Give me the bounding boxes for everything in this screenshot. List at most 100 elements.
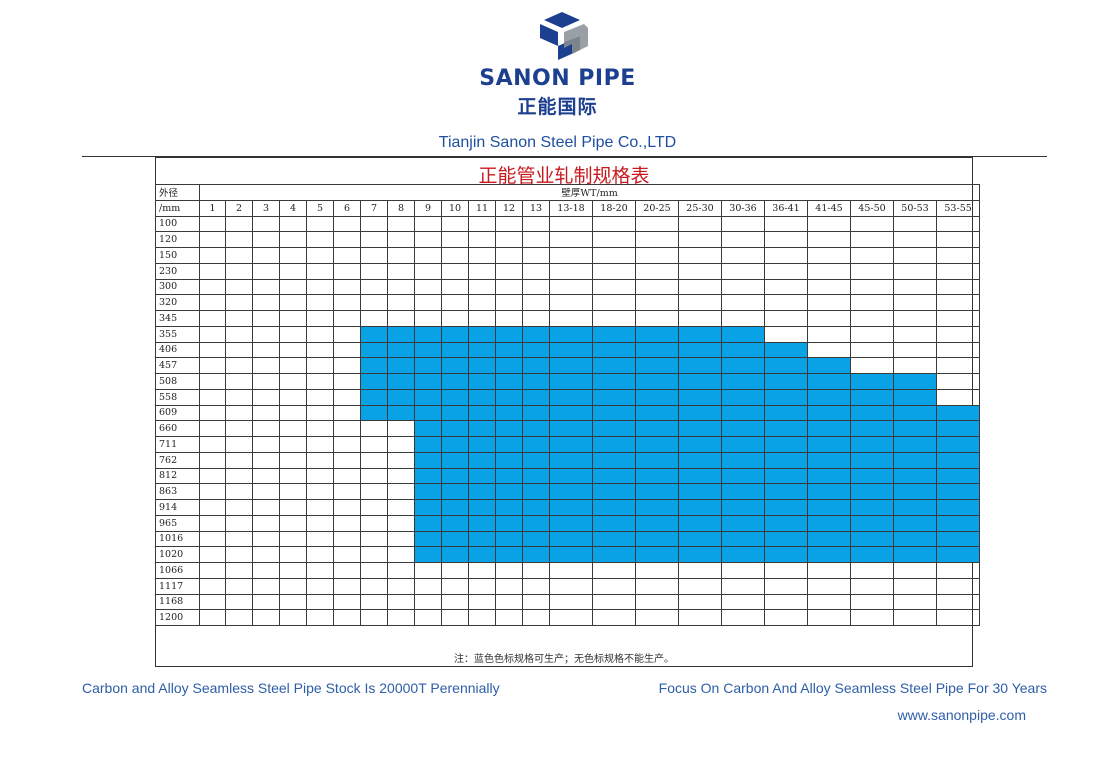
unavailable-spec-cell bbox=[387, 231, 415, 248]
unavailable-spec-cell bbox=[721, 262, 765, 280]
available-spec-cell bbox=[522, 514, 550, 532]
unavailable-spec-cell bbox=[764, 278, 808, 296]
unavailable-spec-cell bbox=[333, 467, 361, 485]
available-spec-cell bbox=[592, 483, 636, 500]
unavailable-spec-cell bbox=[522, 231, 550, 248]
available-spec-cell bbox=[807, 436, 851, 453]
unavailable-spec-cell bbox=[893, 262, 937, 280]
unavailable-spec-cell bbox=[414, 215, 442, 233]
unavailable-spec-cell bbox=[199, 499, 226, 516]
unavailable-spec-cell bbox=[935, 231, 981, 248]
unavailable-spec-cell bbox=[360, 609, 388, 626]
unavailable-spec-cell bbox=[199, 215, 226, 233]
unavailable-spec-cell bbox=[225, 546, 253, 563]
unavailable-spec-cell bbox=[333, 373, 361, 390]
available-spec-cell bbox=[721, 499, 765, 516]
available-spec-cell bbox=[635, 514, 679, 532]
available-spec-cell bbox=[414, 499, 442, 516]
unavailable-spec-cell bbox=[225, 609, 253, 626]
unavailable-spec-cell bbox=[252, 357, 280, 374]
unavailable-spec-cell bbox=[764, 609, 808, 626]
wt-header: 壁厚WT/mm bbox=[198, 184, 981, 201]
unavailable-spec-cell bbox=[360, 483, 388, 500]
unavailable-spec-cell bbox=[522, 294, 550, 311]
unavailable-spec-cell bbox=[764, 310, 808, 327]
available-spec-cell bbox=[468, 420, 496, 437]
unavailable-spec-cell bbox=[252, 514, 280, 532]
unavailable-spec-cell bbox=[225, 530, 253, 548]
available-spec-cell bbox=[495, 388, 523, 406]
unavailable-spec-cell bbox=[387, 247, 415, 264]
wt-column-header: 1 bbox=[199, 199, 226, 217]
available-spec-cell bbox=[850, 483, 894, 500]
table-row: 100 bbox=[155, 215, 981, 233]
unavailable-spec-cell bbox=[360, 310, 388, 327]
wt-column-header: 2 bbox=[225, 199, 253, 217]
unavailable-spec-cell bbox=[199, 231, 226, 248]
od-cell: 230 bbox=[155, 262, 200, 280]
unavailable-spec-cell bbox=[935, 215, 981, 233]
unavailable-spec-cell bbox=[678, 562, 722, 579]
available-spec-cell bbox=[495, 514, 523, 532]
available-spec-cell bbox=[678, 404, 722, 422]
wt-column-header: 30-36 bbox=[721, 199, 765, 217]
available-spec-cell bbox=[935, 467, 981, 485]
od-cell: 1020 bbox=[155, 546, 200, 563]
available-spec-cell bbox=[414, 404, 442, 422]
available-spec-cell bbox=[592, 325, 636, 343]
available-spec-cell bbox=[549, 546, 593, 563]
available-spec-cell bbox=[468, 341, 496, 359]
available-spec-cell bbox=[414, 436, 442, 453]
od-cell: 1168 bbox=[155, 593, 200, 611]
unavailable-spec-cell bbox=[225, 278, 253, 296]
od-header-top: 外径 bbox=[155, 184, 200, 201]
table-row: 1016 bbox=[155, 530, 981, 548]
unavailable-spec-cell bbox=[387, 546, 415, 563]
table-row: 355 bbox=[155, 325, 981, 343]
unavailable-spec-cell bbox=[414, 310, 442, 327]
available-spec-cell bbox=[678, 546, 722, 563]
unavailable-spec-cell bbox=[387, 262, 415, 280]
unavailable-spec-cell bbox=[935, 294, 981, 311]
website-link[interactable]: www.sanonpipe.com bbox=[897, 707, 1026, 723]
unavailable-spec-cell bbox=[279, 467, 307, 485]
od-cell: 150 bbox=[155, 247, 200, 264]
unavailable-spec-cell bbox=[893, 215, 937, 233]
available-spec-cell bbox=[495, 420, 523, 437]
available-spec-cell bbox=[721, 357, 765, 374]
unavailable-spec-cell bbox=[360, 420, 388, 437]
unavailable-spec-cell bbox=[807, 294, 851, 311]
available-spec-cell bbox=[678, 451, 722, 469]
available-spec-cell bbox=[807, 451, 851, 469]
available-spec-cell bbox=[387, 388, 415, 406]
unavailable-spec-cell bbox=[306, 451, 334, 469]
available-spec-cell bbox=[678, 530, 722, 548]
unavailable-spec-cell bbox=[549, 294, 593, 311]
unavailable-spec-cell bbox=[850, 310, 894, 327]
unavailable-spec-cell bbox=[333, 325, 361, 343]
available-spec-cell bbox=[414, 341, 442, 359]
unavailable-spec-cell bbox=[225, 215, 253, 233]
unavailable-spec-cell bbox=[360, 215, 388, 233]
unavailable-spec-cell bbox=[306, 294, 334, 311]
unavailable-spec-cell bbox=[522, 609, 550, 626]
available-spec-cell bbox=[360, 325, 388, 343]
available-spec-cell bbox=[592, 467, 636, 485]
available-spec-cell bbox=[807, 514, 851, 532]
unavailable-spec-cell bbox=[522, 215, 550, 233]
unavailable-spec-cell bbox=[678, 593, 722, 611]
available-spec-cell bbox=[592, 546, 636, 563]
unavailable-spec-cell bbox=[306, 530, 334, 548]
unavailable-spec-cell bbox=[333, 499, 361, 516]
available-spec-cell bbox=[850, 404, 894, 422]
unavailable-spec-cell bbox=[387, 593, 415, 611]
available-spec-cell bbox=[387, 325, 415, 343]
available-spec-cell bbox=[635, 546, 679, 563]
available-spec-cell bbox=[893, 467, 937, 485]
available-spec-cell bbox=[721, 436, 765, 453]
unavailable-spec-cell bbox=[360, 530, 388, 548]
unavailable-spec-cell bbox=[225, 404, 253, 422]
unavailable-spec-cell bbox=[678, 262, 722, 280]
table-row: 406 bbox=[155, 341, 981, 359]
unavailable-spec-cell bbox=[414, 562, 442, 579]
